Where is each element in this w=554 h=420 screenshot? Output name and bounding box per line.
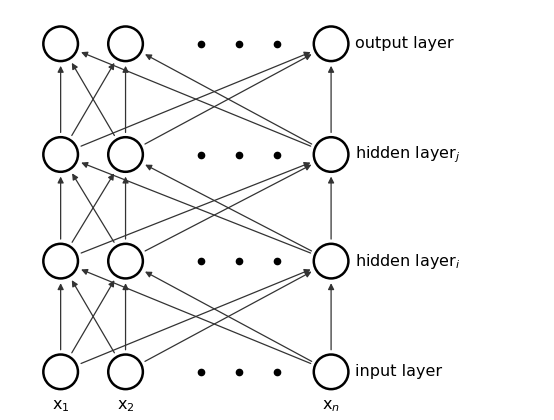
Circle shape: [314, 354, 348, 389]
Text: x$_2$: x$_2$: [117, 399, 135, 414]
Circle shape: [108, 354, 143, 389]
Text: x$_n$: x$_n$: [322, 399, 340, 414]
Circle shape: [43, 137, 78, 172]
Text: x$_1$: x$_1$: [52, 399, 69, 414]
Circle shape: [43, 354, 78, 389]
Circle shape: [108, 244, 143, 278]
Text: input layer: input layer: [356, 364, 443, 379]
Circle shape: [43, 26, 78, 61]
Circle shape: [108, 26, 143, 61]
Circle shape: [43, 244, 78, 278]
Circle shape: [314, 244, 348, 278]
Text: output layer: output layer: [356, 36, 454, 51]
Text: hidden layer$_j$: hidden layer$_j$: [356, 144, 461, 165]
Circle shape: [314, 137, 348, 172]
Circle shape: [314, 26, 348, 61]
Circle shape: [108, 137, 143, 172]
Text: hidden layer$_i$: hidden layer$_i$: [356, 252, 461, 270]
